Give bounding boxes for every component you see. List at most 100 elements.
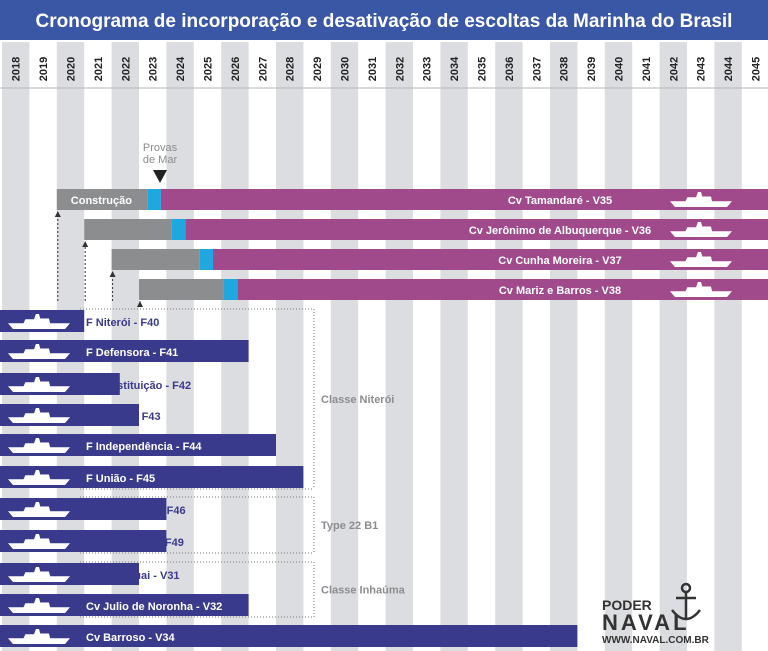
year-tick-label: 2022: [120, 57, 132, 81]
year-tick-label: 2034: [449, 56, 461, 81]
year-tick-label: 2038: [559, 57, 571, 81]
logo-line1: PODER: [602, 597, 652, 613]
new-ship-row: Cv Jerônimo de Albuquerque - V36: [82, 219, 768, 301]
sea-trials-bar: [171, 219, 186, 240]
ship-silhouette-icon: [8, 408, 70, 423]
title-bar: [0, 0, 768, 40]
year-tick-label: 2021: [93, 57, 105, 81]
old-ship-row: Cv Jaceguai - V31: [0, 563, 180, 585]
year-tick-label: 2037: [531, 57, 543, 81]
construction-bar: [111, 249, 200, 270]
year-tick-label: 2020: [66, 57, 78, 81]
class-bracket: Classe Inhaúma: [80, 561, 406, 618]
old-ship-label: Cv Barroso - V34: [86, 632, 176, 644]
old-ships-group: F Niterói - F40 F Defensora - F41 F Consti…: [0, 310, 578, 647]
sea-trials-label-line1: Provas: [143, 142, 178, 154]
year-tick-label: 2029: [312, 57, 324, 81]
old-ship-row: F Greenhalgh - F46: [0, 498, 186, 520]
class-bracket: Type 22 B1: [80, 496, 378, 554]
year-stripe: [659, 42, 687, 651]
construction-bar: [139, 279, 224, 300]
new-ship-row: Cv Tamandaré - V35: [54, 189, 768, 301]
ship-silhouette-icon: [8, 534, 70, 549]
year-tick-label: 2026: [230, 57, 242, 81]
logo-line2: NAVAL: [602, 610, 690, 635]
new-ship-label: Cv Cunha Moreira - V37: [498, 255, 621, 267]
service-bar: [185, 219, 768, 240]
ship-silhouette-icon: [8, 598, 70, 613]
old-ship-label: F Constituição - F42: [86, 380, 191, 392]
old-ship-row: Cv Julio de Noronha - V32: [0, 594, 249, 616]
sea-trials-arrow: [153, 170, 167, 183]
year-tick-label: 2044: [723, 56, 735, 81]
year-tick-label: 2033: [422, 57, 434, 81]
sea-trials-bar: [223, 279, 238, 300]
construction-bar: [84, 219, 172, 240]
year-stripe: [714, 42, 742, 651]
old-ship-row: F Liberal - F43: [0, 404, 161, 426]
old-ship-label: Cv Julio de Noronha - V32: [86, 601, 222, 613]
class-label: Classe Inhaúma: [321, 585, 406, 597]
old-ship-row: F União - F45: [0, 466, 304, 488]
old-ship-label: F Defensora - F41: [86, 347, 178, 359]
year-tick-label: 2042: [668, 57, 680, 81]
year-axis: 2018 2019 2020 2021 2022 2023 2024 2025 2026 2027…: [0, 56, 768, 89]
old-ship-row: Cv Barroso - V34: [0, 625, 578, 647]
old-ship-label: F Liberal - F43: [86, 411, 161, 423]
year-stripe: [276, 42, 304, 651]
old-ship-row: F Defensora - F41: [0, 340, 249, 362]
service-bar: [237, 279, 768, 300]
ship-silhouette-icon: [8, 629, 70, 644]
new-ship-row: Cv Cunha Moreira - V37: [109, 249, 768, 301]
construction-bar: [56, 189, 148, 210]
year-tick-label: 2023: [148, 57, 160, 81]
year-tick-label: 2019: [38, 57, 50, 81]
old-ship-row: F Niterói - F40: [0, 310, 159, 332]
ship-silhouette-icon: [8, 314, 70, 329]
old-ship-label: F União - F45: [86, 473, 155, 485]
year-stripe: [385, 42, 413, 651]
year-tick-label: 2031: [367, 57, 379, 81]
old-ship-label: F Niterói - F40: [86, 317, 159, 329]
ship-silhouette-icon: [8, 470, 70, 485]
poder-naval-logo: PODER NAVAL WWW.NAVAL.COM.BR: [602, 582, 710, 646]
anchor-icon: [671, 582, 701, 621]
new-ships-group: Cv Tamandaré - V35 Cv Jerônimo de Albuque…: [54, 189, 768, 307]
ship-silhouette-icon: [8, 377, 70, 392]
year-tick-label: 2028: [285, 57, 297, 81]
year-tick-label: 2036: [504, 57, 516, 81]
old-ship-label: F Greenhalgh - F46: [86, 505, 186, 517]
sea-trials-bar: [199, 249, 213, 270]
service-bar: [212, 249, 768, 270]
class-label: Classe Niterói: [321, 394, 394, 406]
link-arrow-head: [82, 241, 89, 247]
ship-silhouette-icon: [670, 282, 732, 297]
class-groups: Classe Niterói Type 22 B1 Classe Inhaúma: [80, 308, 406, 618]
year-tick-label: 2018: [11, 57, 23, 81]
new-ship-label: Cv Jerônimo de Albuquerque - V36: [469, 225, 651, 237]
old-ship-bar: [0, 434, 276, 456]
link-arrow-head: [54, 211, 61, 217]
year-stripe: [440, 42, 468, 651]
old-ship-bar: [0, 466, 304, 488]
year-tick-label: 2040: [614, 57, 626, 81]
sea-trials-bar: [147, 189, 161, 210]
old-ship-row: F Constituição - F42: [0, 373, 191, 395]
ship-silhouette-icon: [670, 222, 732, 237]
old-ship-label: Cv Jaceguai - V31: [86, 570, 180, 582]
ship-silhouette-icon: [670, 252, 732, 267]
new-ship-row: Cv Mariz e Barros - V38: [137, 279, 768, 307]
old-ship-label: F Rademaker - F49: [86, 537, 184, 549]
year-tick-label: 2041: [641, 57, 653, 81]
ship-silhouette-icon: [8, 502, 70, 517]
year-tick-label: 2030: [340, 57, 352, 81]
ship-silhouette-icon: [670, 192, 732, 207]
ship-silhouette-icon: [8, 567, 70, 582]
service-bar: [160, 189, 768, 210]
year-tick-label: 2025: [203, 57, 215, 81]
class-bracket: Classe Niterói: [80, 308, 394, 490]
link-arrow-head: [137, 301, 143, 307]
logo-url: WWW.NAVAL.COM.BR: [602, 635, 710, 646]
old-ship-row: F Independência - F44: [0, 434, 276, 456]
